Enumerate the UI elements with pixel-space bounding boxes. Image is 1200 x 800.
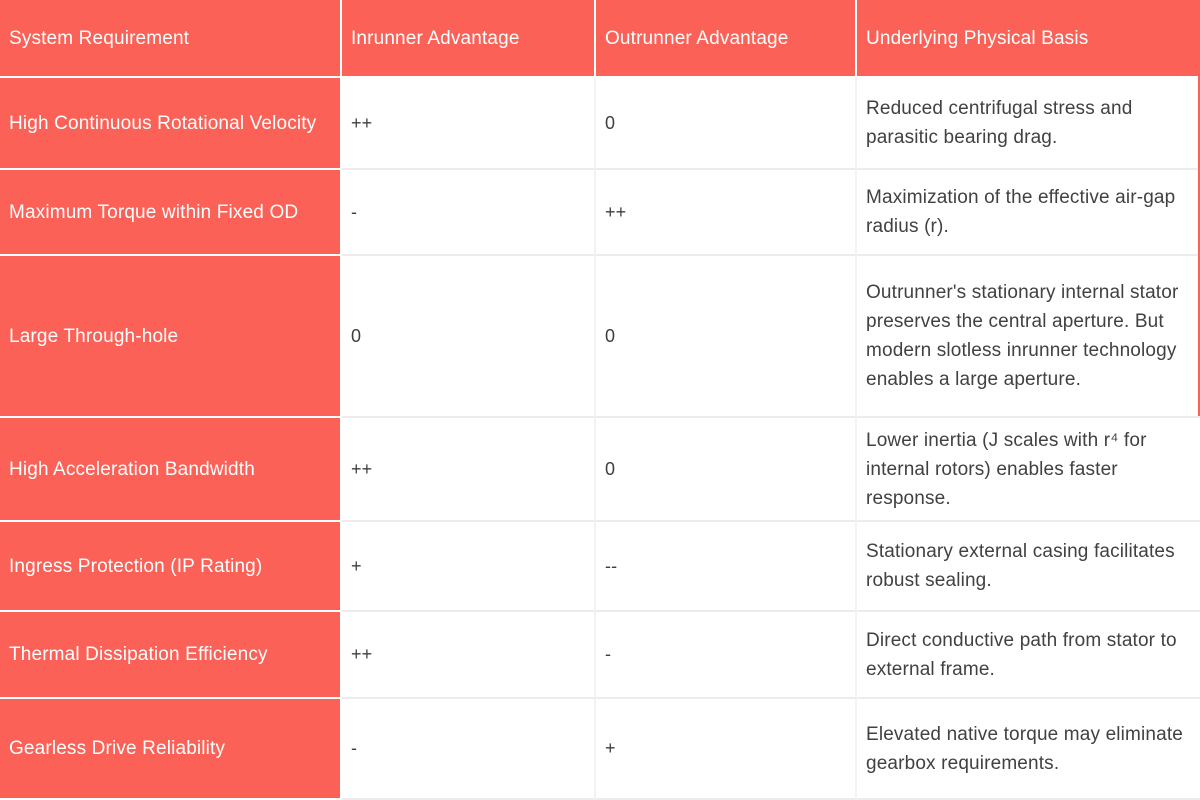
table-header: System Requirement Inrunner Advantage Ou… bbox=[0, 0, 1200, 78]
outrunner-value-cell: ++ bbox=[596, 170, 857, 256]
basis-cell: Outrunner's stationary internal stator p… bbox=[857, 256, 1200, 418]
inrunner-value-cell: ++ bbox=[342, 418, 596, 522]
inrunner-value-cell: - bbox=[342, 699, 596, 800]
basis-cell: Reduced centrifugal stress and parasitic… bbox=[857, 78, 1200, 170]
header-underlying-physical-basis: Underlying Physical Basis bbox=[857, 0, 1200, 78]
basis-cell: Stationary external casing facilitates r… bbox=[857, 522, 1200, 612]
requirement-cell: High Continuous Rotational Velocity bbox=[0, 78, 342, 170]
header-row: System Requirement Inrunner Advantage Ou… bbox=[0, 0, 1200, 78]
header-system-requirement: System Requirement bbox=[0, 0, 342, 78]
requirement-cell: Maximum Torque within Fixed OD bbox=[0, 170, 342, 256]
outrunner-value-cell: 0 bbox=[596, 256, 857, 418]
requirement-cell: Gearless Drive Reliability bbox=[0, 699, 342, 800]
table-row: High Continuous Rotational Velocity ++ 0… bbox=[0, 78, 1200, 170]
table-body: High Continuous Rotational Velocity ++ 0… bbox=[0, 78, 1200, 800]
requirement-cell: Thermal Dissipation Efficiency bbox=[0, 612, 342, 699]
header-outrunner-advantage: Outrunner Advantage bbox=[596, 0, 857, 78]
basis-cell: Elevated native torque may eliminate gea… bbox=[857, 699, 1200, 800]
right-edge-accent bbox=[1198, 0, 1200, 416]
outrunner-value-cell: - bbox=[596, 612, 857, 699]
outrunner-value-cell: 0 bbox=[596, 78, 857, 170]
requirement-cell: Large Through-hole bbox=[0, 256, 342, 418]
table-row: Large Through-hole 0 0 Outrunner's stati… bbox=[0, 256, 1200, 418]
table-row: Maximum Torque within Fixed OD - ++ Maxi… bbox=[0, 170, 1200, 256]
requirement-cell: High Acceleration Bandwidth bbox=[0, 418, 342, 522]
table-row: High Acceleration Bandwidth ++ 0 Lower i… bbox=[0, 418, 1200, 522]
outrunner-value-cell: -- bbox=[596, 522, 857, 612]
outrunner-value-cell: 0 bbox=[596, 418, 857, 522]
inrunner-value-cell: - bbox=[342, 170, 596, 256]
table-row: Thermal Dissipation Efficiency ++ - Dire… bbox=[0, 612, 1200, 699]
basis-cell: Direct conductive path from stator to ex… bbox=[857, 612, 1200, 699]
table-row: Gearless Drive Reliability - + Elevated … bbox=[0, 699, 1200, 800]
inrunner-value-cell: 0 bbox=[342, 256, 596, 418]
header-inrunner-advantage: Inrunner Advantage bbox=[342, 0, 596, 78]
inrunner-value-cell: + bbox=[342, 522, 596, 612]
inrunner-value-cell: ++ bbox=[342, 78, 596, 170]
table-row: Ingress Protection (IP Rating) + -- Stat… bbox=[0, 522, 1200, 612]
inrunner-value-cell: ++ bbox=[342, 612, 596, 699]
outrunner-value-cell: + bbox=[596, 699, 857, 800]
basis-cell: Maximization of the effective air-gap ra… bbox=[857, 170, 1200, 256]
basis-cell: Lower inertia (J scales with r⁴ for inte… bbox=[857, 418, 1200, 522]
requirement-cell: Ingress Protection (IP Rating) bbox=[0, 522, 342, 612]
